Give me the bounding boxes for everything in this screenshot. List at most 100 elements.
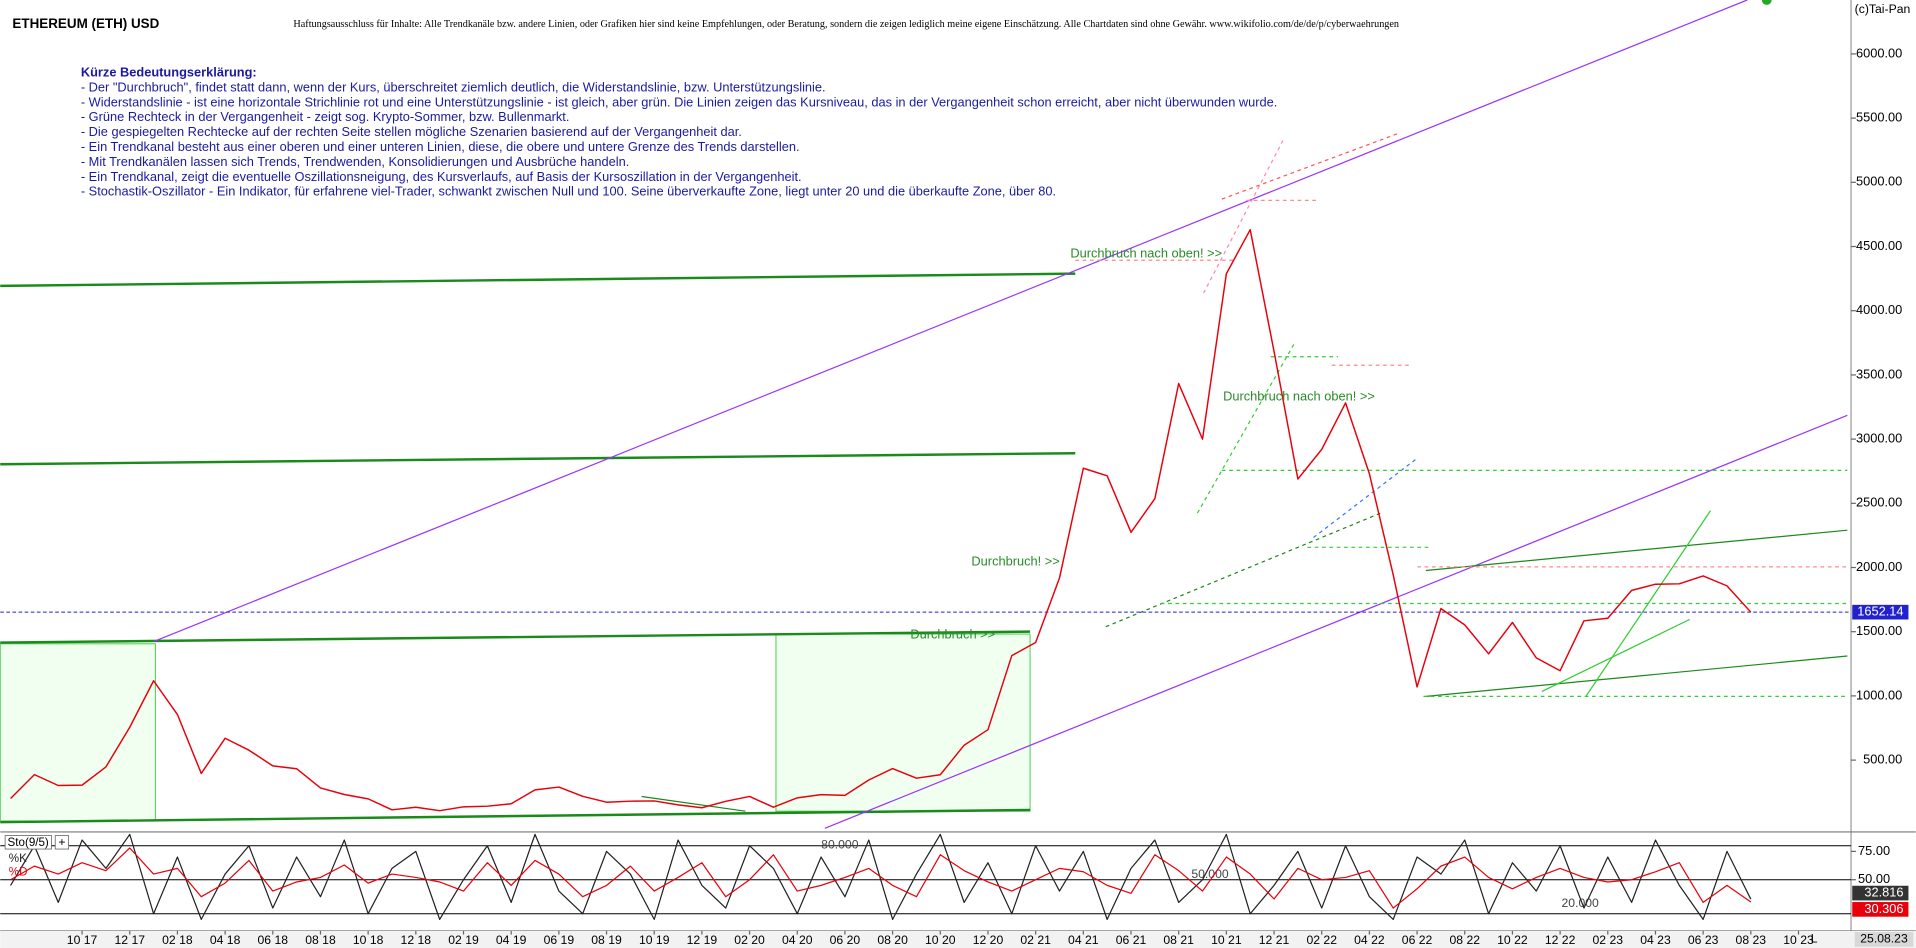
- notes-line: - Grüne Rechteck in der Vergangenheit - …: [81, 109, 570, 124]
- x-tick-label: 04 18: [210, 933, 241, 947]
- x-tick-label: 06 19: [544, 933, 575, 947]
- x-tick-label: 04 19: [496, 933, 527, 947]
- x-tick-label: 04 22: [1354, 933, 1385, 947]
- indicator-title: Sto(9/5): [8, 836, 49, 849]
- support-line: [0, 630, 1031, 644]
- x-tick-label: 08 23: [1736, 933, 1767, 947]
- oscillator-line: [10, 833, 1752, 920]
- support-line: [0, 452, 1076, 466]
- y-tick-label: 3000.00: [1856, 431, 1902, 446]
- oscillator-line: [10, 847, 1752, 909]
- x-tick-label: 06 21: [1116, 933, 1147, 947]
- level-label: 20.000: [1561, 896, 1599, 910]
- support-line: [0, 272, 1076, 288]
- y-tick-label: 4500.00: [1856, 238, 1902, 253]
- x-tick-label: 06 22: [1402, 933, 1433, 947]
- x-tick-label: 12 19: [687, 933, 718, 947]
- y-tick-label: 50.00: [1858, 871, 1890, 886]
- x-tick-label: 10 23: [1783, 933, 1814, 947]
- x-tick-label: 04 21: [1068, 933, 1099, 947]
- x-tick-label: 04 20: [782, 933, 813, 947]
- annotation: Durchbruch nach oben! >>: [1223, 388, 1375, 403]
- x-tick-label: 02 23: [1593, 933, 1624, 947]
- copyright: (c)Tai-Pan: [1855, 2, 1911, 16]
- x-tick-label: 12 18: [401, 933, 432, 947]
- annotation: Durchbruch! >>: [971, 553, 1059, 568]
- y-tick-label: 4000.00: [1856, 302, 1902, 317]
- x-tick-label: 10 17: [67, 933, 98, 947]
- x-tick-label: 10 20: [925, 933, 956, 947]
- price-line: [10, 228, 1752, 812]
- support-line: [0, 808, 1031, 824]
- x-tick-label: 04 23: [1640, 933, 1671, 947]
- current-price-label: 1652.14: [1857, 604, 1903, 619]
- date-box: [1854, 932, 1914, 947]
- y-tick-label: 500.00: [1863, 751, 1902, 766]
- trend-line: [1425, 529, 1848, 572]
- x-tick-label: 02 19: [448, 933, 479, 947]
- y-tick-label: 2500.00: [1856, 495, 1902, 510]
- add-button[interactable]: [54, 835, 70, 850]
- current-osc-label: 30.306: [1864, 901, 1903, 916]
- trend-line: [641, 795, 746, 812]
- x-tick-label: 08 22: [1449, 933, 1480, 947]
- annotation: Durchbruch >>: [910, 627, 995, 642]
- x-tick-label: 12 21: [1259, 933, 1290, 947]
- x-tick-label: 06 23: [1688, 933, 1719, 947]
- x-tick-label: 06 20: [830, 933, 861, 947]
- notes-line: - Der "Durchbruch", findet statt dann, w…: [81, 79, 826, 94]
- annotation: Durchbruch nach oben! >>: [1070, 245, 1222, 260]
- y-tick-label: 2000.00: [1856, 559, 1902, 574]
- support-dash: [1105, 512, 1381, 628]
- x-tick-label: 12 20: [973, 933, 1004, 947]
- y-tick-label: 5000.00: [1856, 174, 1902, 189]
- trend-line: [824, 414, 1848, 829]
- notes-line: - Ein Trendkanal, zeigt die eventuelle O…: [81, 169, 802, 184]
- resistance-dash: [1221, 132, 1400, 200]
- legend-entry: %D: [9, 865, 28, 878]
- trend-line: [1541, 618, 1691, 693]
- x-tick-label: 08 21: [1163, 933, 1194, 947]
- level-label: 50.000: [1191, 867, 1229, 881]
- marker-dot: [1761, 0, 1772, 5]
- add-button-icon[interactable]: +: [58, 835, 65, 849]
- axis-marker: L: [1811, 932, 1818, 946]
- notes-line: - Stochastik-Oszillator - Ein Indikator,…: [81, 184, 1056, 199]
- x-tick-label: 10 21: [1211, 933, 1242, 947]
- notes-line: - Die gespiegelten Rechtecke auf der rec…: [81, 124, 742, 139]
- x-tick-label: 12 22: [1545, 933, 1576, 947]
- x-tick-label: 12 17: [114, 933, 145, 947]
- disclaimer: Haftungsausschluss für Inhalte: Alle Tre…: [293, 19, 1399, 30]
- x-tick-label: 08 18: [305, 933, 336, 947]
- notes: Kürze Bedeutungserklärung: - Der "Durchb…: [81, 65, 1278, 199]
- x-tick-label: 02 20: [734, 933, 765, 947]
- bull-rectangle: [775, 633, 1031, 812]
- y-tick-label: 75.00: [1858, 843, 1890, 858]
- drawings: [0, 0, 1848, 829]
- current-osc-box: [1852, 885, 1909, 901]
- legend-entry: %K: [9, 852, 27, 865]
- plot: 500.00 1000.00 1500.00 2000.00 2500.00 3000.0…: [0, 45, 1914, 947]
- level-label: 80.000: [821, 838, 859, 852]
- current-osc-label: 32.816: [1864, 884, 1903, 899]
- y-tick-label: 1000.00: [1856, 687, 1902, 702]
- current-osc-box: [1852, 902, 1909, 917]
- x-tick-label: 10 18: [353, 933, 384, 947]
- x-tick-label: 10 22: [1497, 933, 1528, 947]
- support-dash: [1196, 341, 1296, 514]
- indicator-box: [4, 835, 52, 850]
- y-tick-label: 6000.00: [1856, 45, 1902, 60]
- bull-rectangle: [0, 643, 156, 822]
- y-tick-label: 3500.00: [1856, 366, 1902, 381]
- x-tick-label: 08 19: [591, 933, 622, 947]
- x-tick-label: 02 18: [162, 933, 193, 947]
- chart-title: ETHEREUM (ETH) USD: [12, 16, 159, 31]
- notes-line: - Mit Trendkanälen lassen sich Trends, T…: [81, 154, 629, 169]
- y-tick-label: 1500.00: [1856, 623, 1902, 638]
- notes-line: - Ein Trendkanal besteht aus einer obere…: [81, 139, 800, 154]
- x-axis-band: [0, 930, 1916, 948]
- notes-line: - Widerstandslinie - ist eine horizontal…: [81, 94, 1278, 109]
- x-tick-label: 10 19: [639, 933, 670, 947]
